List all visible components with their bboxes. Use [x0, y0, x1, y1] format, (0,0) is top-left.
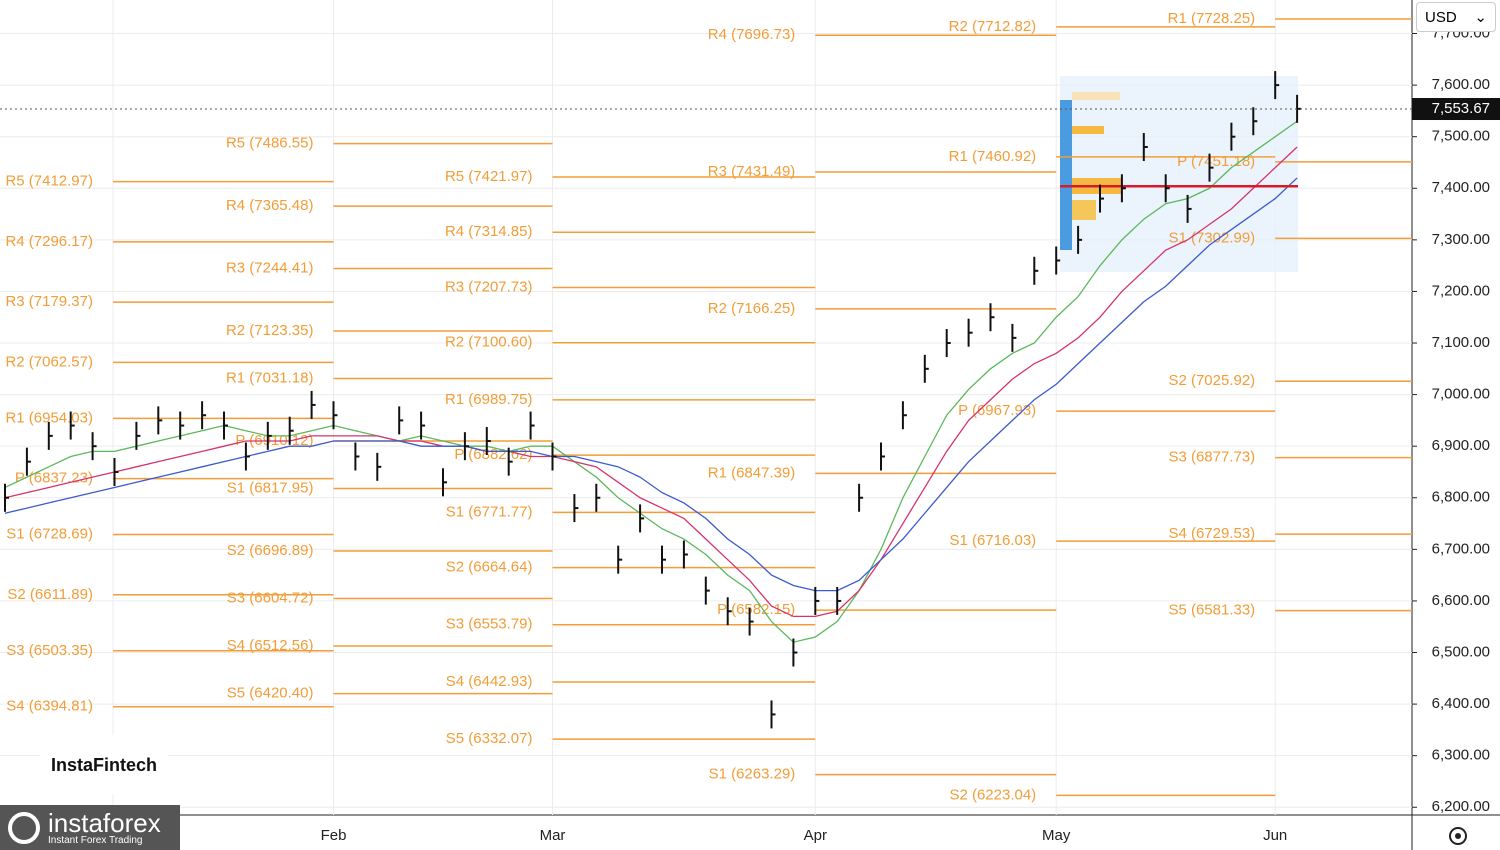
pivot-label: S3 (6877.73) — [1168, 449, 1255, 466]
moving-average — [4, 177, 1298, 592]
x-tick-label: Apr — [804, 827, 827, 844]
moving-average — [4, 146, 1298, 618]
x-tick-label: May — [1042, 827, 1071, 844]
y-tick-label: 6,300.00 — [1432, 747, 1490, 764]
instafintech-logo: InstaFintech — [40, 735, 168, 795]
pivot-label: P (6967.93) — [958, 402, 1036, 419]
volume-profile-area — [1060, 76, 1298, 272]
pivot-label: R1 (7031.18) — [226, 369, 314, 386]
pivot-label: P (7451.18) — [1177, 153, 1255, 170]
pivot-label: S3 (6503.35) — [6, 642, 93, 659]
pivot-label: S2 (6223.04) — [949, 786, 1036, 803]
pivot-label: R1 (6847.39) — [708, 464, 796, 481]
pivot-label: R4 (7365.48) — [226, 197, 314, 214]
pivot-label: R4 (7296.17) — [5, 233, 93, 250]
pivot-label: S3 (6604.72) — [227, 589, 314, 606]
pivot-label: R3 (7207.73) — [445, 278, 533, 295]
pivot-label: R3 (7244.41) — [226, 260, 314, 277]
pivot-label: S5 (6332.07) — [446, 730, 533, 747]
y-tick-label: 6,200.00 — [1432, 798, 1490, 815]
logo-text-block: instaforex Instant Forex Trading — [48, 810, 161, 846]
x-tick-label: Mar — [540, 827, 566, 844]
pivot-label: R2 (7062.57) — [5, 353, 93, 370]
pivot-label: R3 (7179.37) — [5, 293, 93, 310]
x-tick-label: Jun — [1263, 827, 1287, 844]
y-tick-label: 6,700.00 — [1432, 540, 1490, 557]
pivot-label: S4 (6442.93) — [446, 673, 533, 690]
pivot-label: P (6582.15) — [717, 601, 795, 618]
pivot-label: S4 (6512.56) — [227, 637, 314, 654]
pivot-label: R1 (6989.75) — [445, 391, 533, 408]
volume-bar — [1060, 100, 1072, 250]
pivot-label: S5 (6420.40) — [227, 685, 314, 702]
moving-average — [4, 120, 1298, 643]
pivot-label: S2 (7025.92) — [1168, 372, 1255, 389]
pivot-label: S5 (6581.33) — [1168, 602, 1255, 619]
y-tick-label: 7,400.00 — [1432, 179, 1490, 196]
pivot-label: R1 (7728.25) — [1168, 10, 1256, 27]
pivot-label: S1 (6817.95) — [227, 479, 314, 496]
dropdown-caret: ⌄ — [1474, 9, 1487, 26]
pivot-label: R4 (7696.73) — [708, 26, 796, 43]
pivot-label: R5 (7486.55) — [226, 135, 314, 152]
volume-bar — [1072, 126, 1104, 134]
pivot-label: S2 (6696.89) — [227, 542, 314, 559]
pivot-label: R5 (7412.97) — [5, 173, 93, 190]
y-tick-label: 7,300.00 — [1432, 231, 1490, 248]
logo-text: instaforex — [48, 807, 161, 838]
pivot-label: R2 (7166.25) — [708, 300, 796, 317]
pivot-label: S1 (6771.77) — [446, 503, 533, 520]
pivot-label: S2 (6664.64) — [446, 559, 533, 576]
pivot-label: S4 (6729.53) — [1168, 525, 1255, 542]
y-tick-label: 6,600.00 — [1432, 592, 1490, 609]
pivot-label: R1 (7460.92) — [949, 148, 1037, 165]
settings-icon[interactable] — [1449, 827, 1467, 845]
current-price-label: 7,553.67 — [1432, 100, 1490, 117]
pivot-label: S1 (6716.03) — [949, 532, 1036, 549]
logo-icon — [8, 811, 40, 844]
x-tick-label: Feb — [321, 827, 347, 844]
volume-bar — [1072, 200, 1096, 220]
y-tick-label: 6,400.00 — [1432, 695, 1490, 712]
pivot-label: R5 (7421.97) — [445, 168, 533, 185]
logo-tagline: Instant Forex Trading — [48, 834, 143, 846]
y-tick-label: 6,500.00 — [1432, 643, 1490, 660]
y-tick-label: 7,500.00 — [1432, 128, 1490, 145]
y-tick-label: 6,800.00 — [1432, 489, 1490, 506]
logo-text: InstaFintech — [50, 754, 157, 775]
pivot-label: S3 (6553.79) — [446, 616, 533, 633]
volume-bar — [1072, 92, 1120, 100]
y-tick-label: 6,900.00 — [1432, 437, 1490, 454]
pivot-label: R2 (7712.82) — [949, 18, 1037, 35]
pivot-label: R2 (7123.35) — [226, 322, 314, 339]
y-tick-label: 7,200.00 — [1432, 282, 1490, 299]
pivot-label: S1 (6263.29) — [709, 766, 796, 783]
volume-profile — [1060, 92, 1122, 250]
pivot-label: S1 (6728.69) — [6, 526, 93, 543]
pivot-label: R3 (7431.49) — [708, 163, 796, 180]
pivot-label: S1 (7302.99) — [1168, 229, 1255, 246]
pivot-label: R2 (7100.60) — [445, 334, 533, 351]
pivot-label: R4 (7314.85) — [445, 223, 533, 240]
y-tick-label: 7,000.00 — [1432, 386, 1490, 403]
axis-background — [1412, 0, 1500, 850]
pivot-label: S4 (6394.81) — [6, 698, 93, 715]
y-tick-label: 7,100.00 — [1432, 334, 1490, 351]
current-price-box — [1412, 98, 1500, 121]
instaforex-logo: instaforex Instant Forex Trading — [0, 805, 180, 850]
currency-label: USD — [1425, 8, 1457, 26]
y-tick-label: 7,600.00 — [1432, 76, 1490, 93]
currency-select[interactable]: USD ⌄ — [1416, 2, 1496, 32]
pivot-label: S2 (6611.89) — [7, 586, 93, 603]
